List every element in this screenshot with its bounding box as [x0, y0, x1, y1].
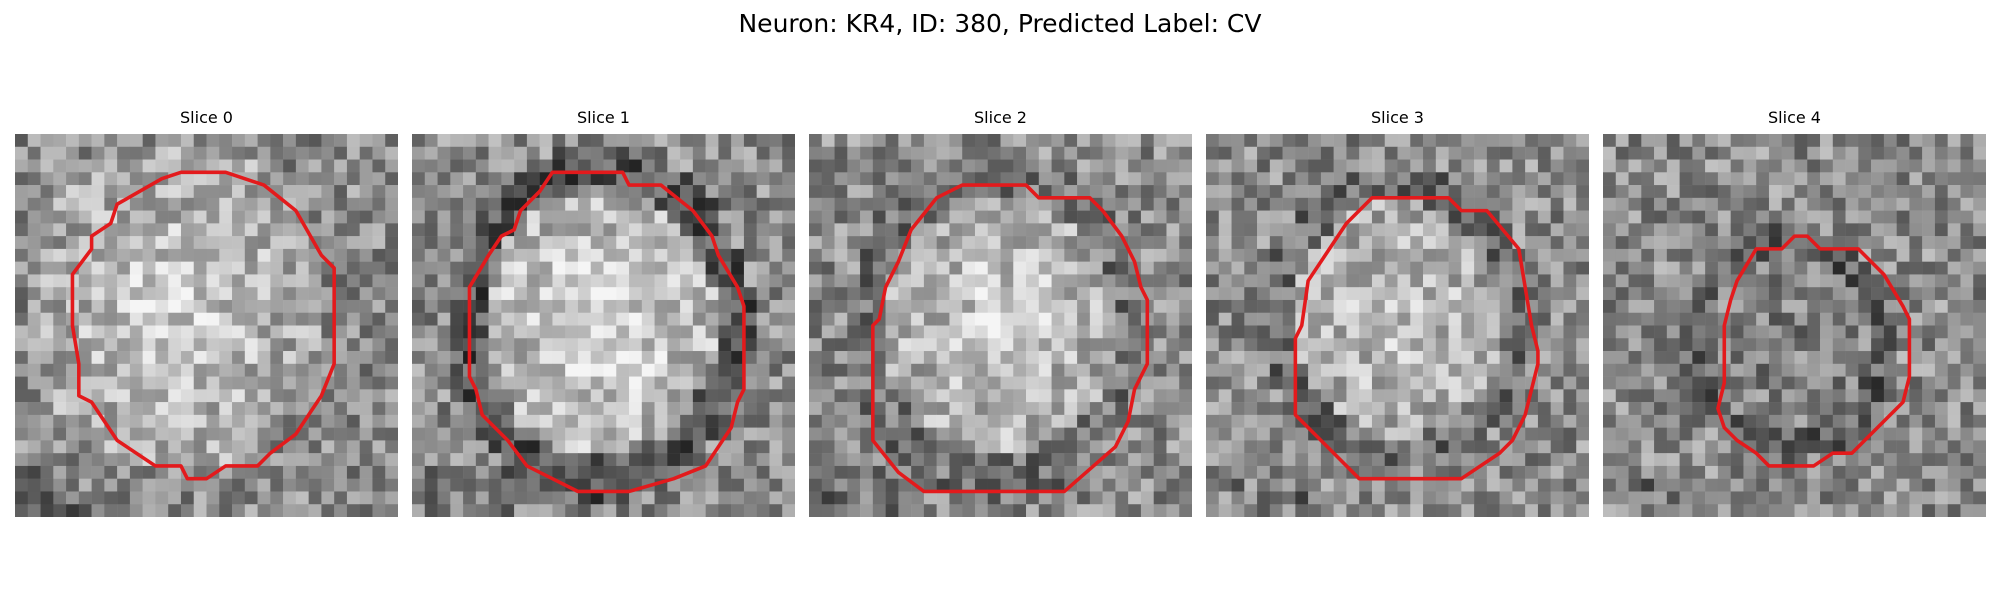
slice-title: Slice 1 [577, 108, 630, 127]
slice-title: Slice 2 [974, 108, 1027, 127]
slice-title: Slice 4 [1768, 108, 1821, 127]
segmentation-contour [1293, 196, 1540, 481]
slice-image [15, 134, 398, 517]
slice-image [1603, 134, 1986, 517]
slice-image [1206, 134, 1589, 517]
segmentation-contour [70, 170, 336, 481]
segmentation-contour [467, 170, 746, 494]
figure-title: Neuron: KR4, ID: 380, Predicted Label: C… [738, 9, 1262, 38]
slice-image [412, 134, 795, 517]
slice-title: Slice 0 [180, 108, 233, 127]
slice-title: Slice 3 [1371, 108, 1424, 127]
segmentation-contour [871, 183, 1150, 494]
slice-image [809, 134, 1192, 517]
segmentation-contour [1716, 234, 1912, 468]
